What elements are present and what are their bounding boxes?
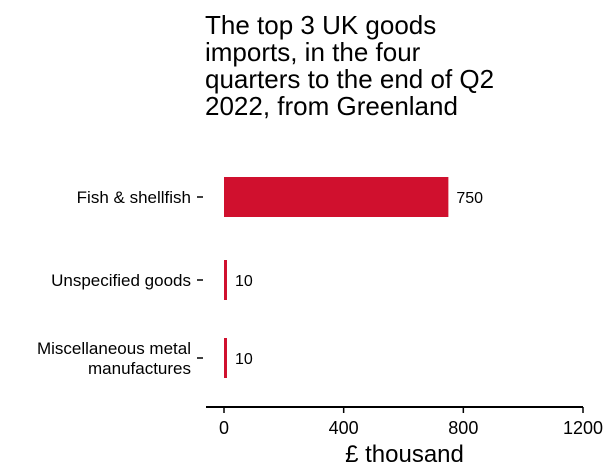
bar: [224, 260, 227, 300]
x-axis: 0 400 800 1200 £ thousand: [206, 406, 603, 468]
x-axis-title: £ thousand: [345, 441, 464, 468]
category-label: Miscellaneous metal: [37, 339, 191, 358]
data-label: 750: [456, 190, 483, 207]
chart-title: The top 3 UK goods imports, in the four …: [205, 10, 495, 121]
data-labels: 750 10 10: [235, 190, 483, 368]
bar: [224, 177, 449, 217]
bars: [224, 177, 449, 378]
category-axis: Fish & shellfish Unspecified goods Miscell…: [37, 188, 203, 378]
x-tick-label: 800: [448, 418, 478, 438]
category-label: Fish & shellfish: [77, 188, 191, 207]
x-tick-label: 1200: [563, 418, 603, 438]
category-label: manufactures: [88, 359, 191, 378]
bar: [224, 338, 227, 378]
x-tick-label: 400: [329, 418, 359, 438]
data-label: 10: [235, 273, 253, 290]
category-label: Unspecified goods: [51, 271, 191, 290]
x-tick-label: 0: [219, 418, 229, 438]
data-label: 10: [235, 351, 253, 368]
